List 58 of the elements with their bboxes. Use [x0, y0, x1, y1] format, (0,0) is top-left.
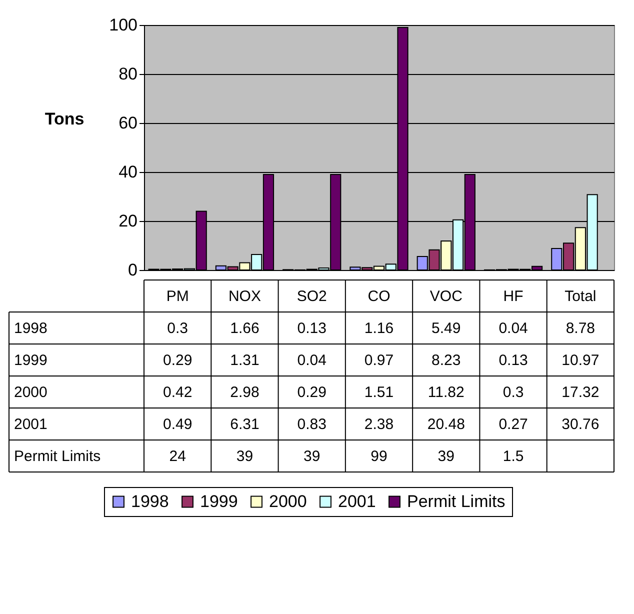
x-tick-label: NOX [228, 288, 261, 305]
data-label: 20.48 [427, 416, 465, 433]
data-label: 6.31 [230, 416, 260, 433]
data-label: 0.97 [364, 352, 394, 369]
data-label: 1.31 [230, 352, 260, 369]
data-label: 0.29 [297, 384, 326, 401]
text: Permit Limits [14, 448, 101, 465]
text: 2000 [14, 384, 48, 401]
y-axis-title: Tons [44, 109, 84, 128]
data-label: 1.51 [364, 384, 394, 401]
data-label: 5.49 [432, 320, 461, 337]
data-label: 0.83 [297, 416, 326, 433]
data-label: 0.49 [162, 416, 192, 433]
data-label: 0.3 [502, 384, 524, 401]
data-label: 0.13 [498, 352, 528, 369]
legend-label: 1999 [200, 492, 238, 511]
y-tick-label: 40 [118, 162, 138, 182]
legend-label: 1998 [131, 492, 169, 511]
data-label: 0.27 [498, 416, 528, 433]
data-label: 8.78 [566, 320, 596, 337]
data-label: 8.23 [432, 352, 461, 369]
x-tick-label: VOC [430, 288, 463, 305]
x-tick-label: Total [564, 288, 596, 305]
legend-label: 2001 [338, 492, 376, 511]
text: 2001 [14, 416, 48, 433]
y-tick-label: 0 [128, 260, 138, 280]
y-tick-label: 20 [118, 212, 138, 230]
data-label: 0.29 [162, 352, 192, 369]
data-label: 11.82 [428, 384, 464, 401]
data-label: 39 [438, 448, 454, 465]
legend-label: 2000 [269, 492, 307, 511]
text: 1999 [14, 352, 48, 369]
data-label: 39 [304, 448, 320, 465]
data-label: 0.13 [297, 320, 326, 337]
x-tick-label: SO2 [296, 288, 327, 305]
data-label: 0.3 [167, 320, 188, 337]
x-tick-label: HF [503, 288, 524, 305]
data-label: 1.66 [230, 320, 260, 337]
x-tick-label: PM [166, 288, 189, 305]
data-label: 1.5 [502, 448, 524, 465]
y-tick-label: 80 [118, 64, 138, 84]
data-label: 17.32 [562, 384, 600, 401]
text: 1998 [14, 320, 48, 337]
data-label: 99 [370, 448, 388, 465]
data-label: 39 [236, 448, 254, 465]
legend-label: Permit Limits [407, 492, 506, 511]
y-tick-label: 60 [118, 114, 138, 132]
data-label: 0.42 [162, 384, 192, 401]
y-tick-label: 100 [109, 16, 138, 34]
x-tick-label: CO [368, 288, 390, 305]
data-label: 24 [169, 448, 186, 465]
data-label: 0.04 [297, 352, 326, 369]
data-label: 2.38 [364, 416, 394, 433]
data-label: 30.76 [562, 416, 600, 433]
data-label: 2.98 [230, 384, 260, 401]
data-label: 0.04 [498, 320, 528, 337]
data-label: 1.16 [364, 320, 394, 337]
data-label: 10.97 [562, 352, 600, 369]
